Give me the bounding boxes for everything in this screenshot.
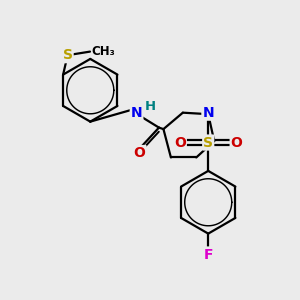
Text: S: S xyxy=(63,48,73,62)
Text: CH₃: CH₃ xyxy=(92,45,115,58)
Text: O: O xyxy=(134,146,146,160)
Text: S: S xyxy=(203,136,213,149)
Text: N: N xyxy=(202,106,214,120)
Text: O: O xyxy=(231,136,242,149)
Text: N: N xyxy=(131,106,142,120)
Text: O: O xyxy=(174,136,186,149)
Text: F: F xyxy=(203,248,213,262)
Text: H: H xyxy=(145,100,156,112)
